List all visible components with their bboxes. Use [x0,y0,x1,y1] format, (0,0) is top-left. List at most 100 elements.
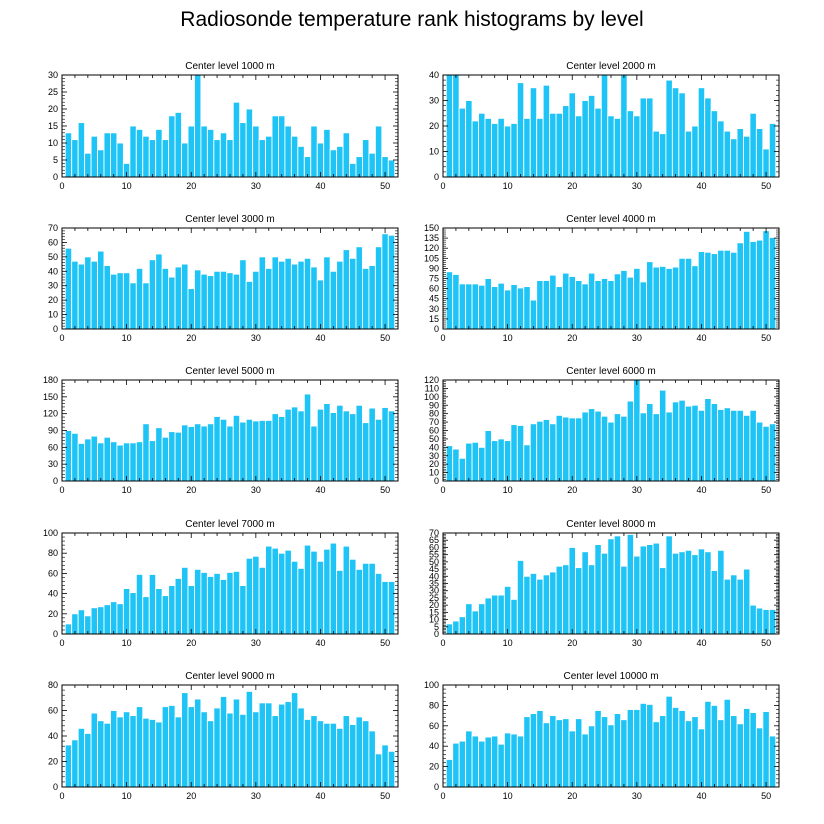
bar [555,112,563,178]
bar [620,74,628,178]
bar [84,152,92,178]
y-tick-label: 25 [48,87,58,97]
y-tick-label: 25 [429,593,439,603]
bar [362,422,370,482]
bar [110,132,118,178]
figure-title: Radiosonde temperature rank histograms b… [180,8,644,31]
bar [387,750,396,788]
y-tick-label: 20 [48,757,58,767]
bar [730,251,738,330]
bar [691,125,699,178]
bar [536,710,544,788]
bar [730,138,738,178]
bar [200,711,208,788]
y-tick-label: 60 [429,542,439,552]
bar [755,727,764,788]
bar [633,709,641,788]
y-tick-label: 60 [429,721,439,731]
bar [562,718,570,788]
bar [762,425,770,482]
bar [665,411,673,482]
bar [484,597,492,635]
bar [194,423,202,482]
bar [297,707,305,788]
bar [684,257,693,330]
bar [161,595,170,635]
bar [458,283,467,330]
bar [219,270,228,330]
x-tick-label: 20 [186,181,196,191]
y-tick-label: 0 [53,629,58,639]
bar [594,410,602,482]
bar [213,707,221,788]
bar [736,723,744,788]
bar [239,122,247,178]
bar [529,713,538,788]
bar [678,551,686,635]
y-tick-label: 30 [429,586,439,596]
bar [665,267,673,330]
bar [652,721,660,788]
bar [497,594,505,635]
bar [613,413,622,482]
bar [581,551,589,635]
bar [174,266,182,330]
y-tick-label: 40 [48,731,58,741]
y-tick-label: 55 [429,550,439,560]
bar [122,588,131,635]
panel-2: Center level 2000 m 0 10 20 30 40 50 0 10 20 30 40 [429,61,780,191]
bar [452,74,460,178]
y-tick-label: 70 [48,223,58,233]
bar [64,132,73,178]
bar [452,448,460,482]
bar [148,259,157,330]
bar [671,266,680,330]
bar [116,142,124,178]
y-tick-label: 15 [429,314,439,324]
bar [362,267,370,330]
bar [523,716,531,788]
bar [245,557,254,635]
bar [633,555,641,635]
x-tick-label: 0 [440,791,445,801]
y-tick-label: 30 [429,304,439,314]
bar [659,133,667,178]
bar [226,139,234,178]
bar [116,603,124,635]
bar [71,613,79,635]
y-tick-label: 20 [48,609,58,619]
bar [303,544,312,635]
bar [316,560,325,635]
bar [523,117,531,178]
panel-7: Center level 7000 m 0 10 20 30 40 50 0 20 40 60 80 1… [43,519,399,648]
bar [271,115,279,178]
bar [323,722,331,788]
bar [678,92,686,178]
x-tick-label: 50 [761,638,771,648]
y-tick-label: 20 [429,121,439,131]
bar [77,727,86,788]
bar [187,288,195,330]
bar [90,135,98,178]
bar [607,280,615,330]
bar [239,713,247,788]
bar [155,721,163,788]
bar [226,272,234,330]
bar [613,713,622,788]
bar [458,457,467,482]
x-tick-label: 30 [632,485,642,495]
bar [310,425,318,482]
bar [503,125,512,178]
bar [290,263,299,330]
bar [161,139,170,178]
y-tick-label: 90 [429,400,439,410]
bar [549,715,557,788]
bar [245,418,254,482]
bar [122,272,131,330]
bar [639,281,647,330]
bar [194,698,202,788]
bar [529,423,538,482]
bar [284,701,292,788]
bar [316,142,325,178]
